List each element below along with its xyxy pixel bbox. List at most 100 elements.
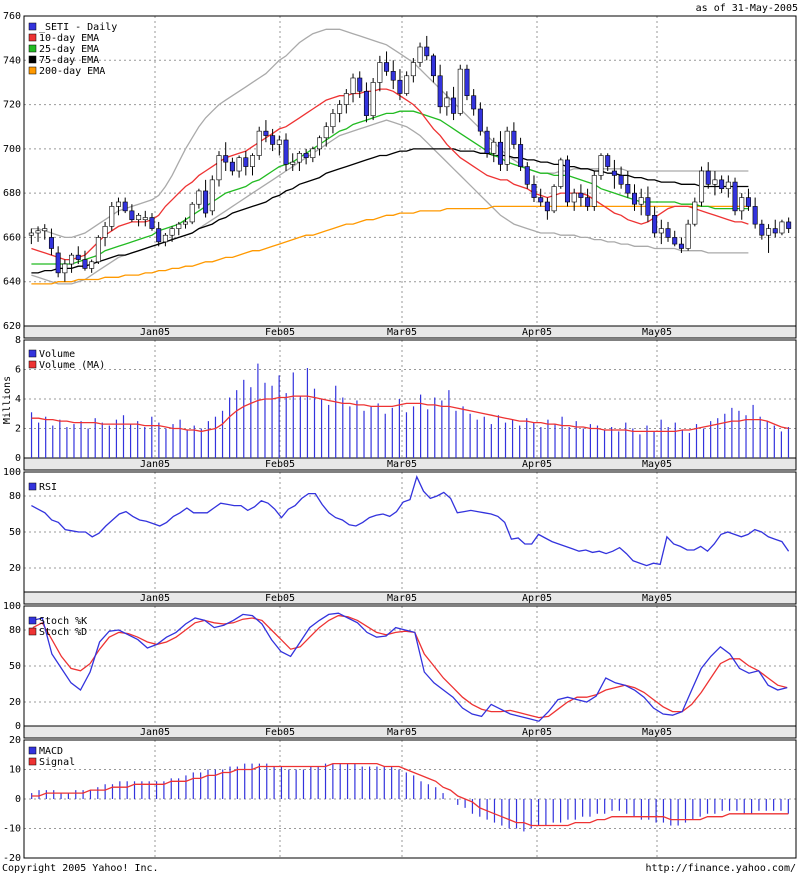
- candle-body: [772, 228, 778, 234]
- x-tick-label: Mar05: [387, 327, 417, 338]
- candle: [417, 42, 423, 67]
- candle-body: [115, 201, 121, 207]
- x-tick-label: May05: [642, 327, 672, 338]
- candle-body: [752, 206, 758, 225]
- candle-body: [444, 97, 450, 108]
- candle: [136, 213, 142, 227]
- candle: [678, 237, 684, 253]
- candle: [283, 133, 289, 171]
- candle: [538, 188, 544, 207]
- y-tick-label: 80: [9, 491, 21, 502]
- legend-label: 75-day EMA: [39, 55, 99, 66]
- candle: [471, 89, 477, 116]
- y-tick-label: 0: [15, 721, 21, 732]
- candle: [397, 69, 403, 101]
- candle-body: [384, 62, 390, 72]
- candle: [384, 51, 390, 76]
- candle: [156, 221, 162, 247]
- rsi-line: [31, 474, 790, 567]
- candle: [290, 153, 296, 171]
- candle: [645, 186, 651, 222]
- candle-body: [156, 228, 162, 243]
- ema75-line: [31, 148, 749, 274]
- candle: [82, 250, 88, 271]
- legend-swatch: [28, 746, 37, 755]
- candle-body: [732, 181, 738, 212]
- candle: [317, 135, 323, 156]
- candle-body: [625, 183, 631, 194]
- candle-body: [102, 226, 108, 238]
- candle-body: [578, 192, 584, 198]
- candle-body: [303, 152, 309, 159]
- legend-swatch: [28, 55, 37, 64]
- candle: [390, 60, 396, 90]
- y-tick-label: 720: [3, 100, 21, 111]
- candle: [223, 142, 229, 171]
- legend-swatch: [28, 44, 37, 53]
- candle: [719, 175, 725, 194]
- candle: [303, 148, 309, 165]
- candle-body: [203, 190, 209, 214]
- candle-body: [89, 261, 95, 269]
- candle-body: [591, 175, 597, 207]
- candle-body: [283, 139, 289, 165]
- y-axis-label: Millions: [2, 376, 13, 424]
- candle: [182, 217, 188, 229]
- volume-ma-line: [31, 395, 789, 433]
- candle-body: [176, 223, 182, 229]
- candle-body: [719, 179, 725, 190]
- x-tick-label: Apr05: [522, 459, 552, 470]
- candle: [28, 228, 34, 245]
- candle-body: [142, 217, 148, 221]
- candle-body: [585, 197, 591, 207]
- candle-body: [665, 228, 671, 238]
- x-tick-label: Jan05: [140, 593, 170, 604]
- candle-body: [678, 243, 684, 249]
- y-tick-label: 50: [9, 527, 21, 538]
- candle: [618, 166, 624, 189]
- legend-swatch: [28, 349, 37, 358]
- candle-body: [632, 192, 638, 205]
- candle-body: [109, 206, 115, 227]
- legend-label: 25-day EMA: [39, 44, 99, 55]
- candle: [759, 219, 765, 240]
- candle: [477, 102, 483, 136]
- candle-body: [611, 170, 617, 176]
- candle: [189, 202, 195, 225]
- legend-label: Stoch %D: [39, 627, 87, 638]
- upper-band-line: [31, 28, 749, 239]
- candle: [149, 213, 155, 231]
- candle-body: [605, 155, 611, 167]
- candle-body: [363, 90, 369, 116]
- candle: [451, 86, 457, 121]
- panel-frame: [23, 471, 797, 605]
- candle-body: [672, 237, 678, 245]
- source-url-link[interactable]: http://finance.yahoo.com/: [645, 863, 796, 874]
- candle-body: [350, 77, 356, 94]
- candle: [263, 120, 269, 143]
- candle: [75, 246, 81, 264]
- candle: [585, 188, 591, 211]
- candle-body: [169, 228, 175, 236]
- legend-label: MACD: [39, 746, 63, 757]
- candle-body: [786, 221, 792, 229]
- candle-body: [571, 192, 577, 203]
- legend-swatch: [28, 757, 37, 766]
- candle: [484, 126, 490, 158]
- candle: [511, 122, 517, 149]
- candle-body: [48, 237, 54, 249]
- candle: [665, 221, 671, 242]
- candle: [524, 162, 530, 189]
- candle-body: [779, 221, 785, 234]
- candle-body: [692, 201, 698, 225]
- candle-body: [290, 161, 296, 165]
- candle-body: [598, 155, 604, 176]
- x-tick-label: Jan05: [140, 327, 170, 338]
- candle-body: [42, 228, 48, 232]
- candle-body: [424, 46, 430, 57]
- y-tick-label: 760: [3, 11, 21, 22]
- panel-0: 620 640 660 680 700 720 740 760 Jan05 Feb05 Mar05 A…: [3, 11, 797, 339]
- candle-body: [451, 97, 457, 114]
- candle-body: [564, 159, 570, 203]
- candle-body: [745, 197, 751, 207]
